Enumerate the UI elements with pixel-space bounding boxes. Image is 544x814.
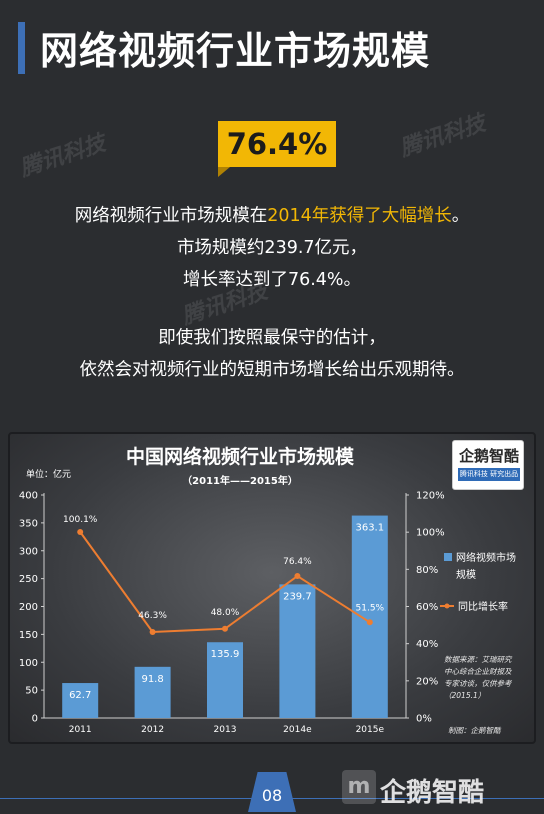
- left-axis-tick-label: 300: [19, 546, 38, 557]
- bar: [279, 584, 316, 718]
- left-axis-tick-label: 400: [19, 491, 38, 502]
- intro-line-2: 市场规模约239.7亿元，: [176, 238, 368, 258]
- intro-line-1-suffix: 。: [451, 206, 470, 226]
- x-axis-tick-label: 2013: [214, 725, 237, 735]
- left-axis-tick-label: 50: [25, 686, 38, 697]
- right-axis-tick-label: 40%: [416, 639, 438, 650]
- bar: [207, 642, 243, 718]
- growth-rate-label: 51.5%: [356, 603, 385, 613]
- chart-source-note: （2015.1）: [444, 691, 485, 700]
- growth-rate-label: 100.1%: [63, 515, 98, 525]
- bar-value-label: 62.7: [69, 690, 91, 701]
- x-axis-tick-label: 2015e: [356, 725, 385, 735]
- bar-value-label: 135.9: [211, 649, 240, 660]
- growth-rate-label: 76.4%: [283, 557, 312, 567]
- chart-logo-sub: 腾讯科技 研究出品: [458, 468, 520, 481]
- chart-title: 中国网络视频行业市场规模: [126, 445, 355, 468]
- chart-unit-label: 单位：亿元: [26, 468, 71, 480]
- left-axis-tick-label: 200: [19, 602, 38, 613]
- title-accent-bar: [18, 22, 25, 74]
- right-axis-tick-label: 60%: [416, 602, 438, 613]
- left-axis-tick-label: 250: [19, 574, 38, 585]
- left-axis-tick-label: 350: [19, 518, 38, 529]
- intro-line-1-prefix: 网络视频行业市场规模在: [74, 206, 268, 226]
- intro-text: 网络视频行业市场规模在2014年获得了大幅增长。 市场规模约239.7亿元， 增…: [0, 200, 544, 386]
- legend-bar-label: 网络视频市场: [456, 551, 516, 564]
- page-tab: [248, 772, 296, 812]
- bar-value-label: 239.7: [283, 591, 312, 602]
- x-axis-tick-label: 2011: [69, 725, 92, 735]
- growth-rate-label: 48.0%: [211, 608, 240, 618]
- growth-rate-point: [366, 619, 373, 626]
- growth-rate-label: 46.3%: [138, 611, 167, 621]
- page-title: 网络视频行业市场规模: [40, 29, 431, 73]
- left-axis-tick-label: 0: [32, 714, 38, 725]
- intro-line-4: 即使我们按照最保守的估计，: [158, 328, 386, 348]
- right-axis-tick-label: 80%: [416, 565, 438, 576]
- right-axis-tick-label: 100%: [416, 528, 445, 539]
- legend-line-marker: [444, 603, 450, 609]
- growth-rate-point: [149, 628, 156, 635]
- right-axis-tick-label: 0%: [416, 714, 432, 725]
- intro-line-5: 依然会对视频行业的短期市场增长给出乐观期待。: [79, 360, 465, 380]
- intro-line-3: 增长率达到了76.4%。: [182, 270, 362, 290]
- brand-mark-icon: m: [342, 770, 376, 804]
- left-axis-tick-label: 150: [19, 630, 38, 641]
- x-axis-tick-label: 2012: [141, 725, 164, 735]
- right-axis-tick-label: 20%: [416, 676, 438, 687]
- growth-rate-point: [77, 528, 84, 535]
- bar: [351, 515, 388, 718]
- bar: [62, 683, 99, 718]
- growth-rate-point: [294, 573, 301, 580]
- chart-source-note: 中心综合企业财报及: [444, 667, 512, 676]
- bar-value-label: 363.1: [355, 523, 384, 534]
- x-axis-tick-label: 2014e: [283, 725, 312, 735]
- bar-value-label: 91.8: [141, 674, 163, 685]
- legend-bar-swatch: [444, 553, 452, 561]
- bar: [134, 666, 171, 718]
- page-number: 08: [261, 786, 283, 805]
- badge-tail: [218, 167, 230, 177]
- chart-subtitle: （2011年——2015年）: [182, 474, 298, 487]
- right-axis-tick-label: 120%: [416, 491, 445, 502]
- chart-source-note: 数据来源：艾瑞研究: [444, 655, 513, 664]
- chart-maker-note: 制图：企鹅智酷: [448, 726, 502, 735]
- legend-line-label: 同比增长率: [458, 600, 508, 613]
- intro-line-1: 网络视频行业市场规模在2014年获得了大幅增长。: [0, 200, 544, 232]
- legend-bar-label: 规模: [456, 568, 476, 581]
- chart-logo-text: 企鹅智酷: [458, 447, 519, 465]
- highlight-badge: 76.4%: [218, 121, 336, 167]
- left-axis-tick-label: 100: [19, 658, 38, 669]
- chart-logo: 企鹅智酷 腾讯科技 研究出品: [452, 440, 524, 490]
- brand-name: 企鹅智酷: [380, 778, 485, 808]
- chart-source-note: 专家访谈，仅供参考: [444, 679, 513, 688]
- chart-card: [8, 432, 536, 744]
- intro-line-1-highlight: 2014年获得了大幅增长: [267, 206, 452, 226]
- growth-rate-point: [222, 625, 228, 632]
